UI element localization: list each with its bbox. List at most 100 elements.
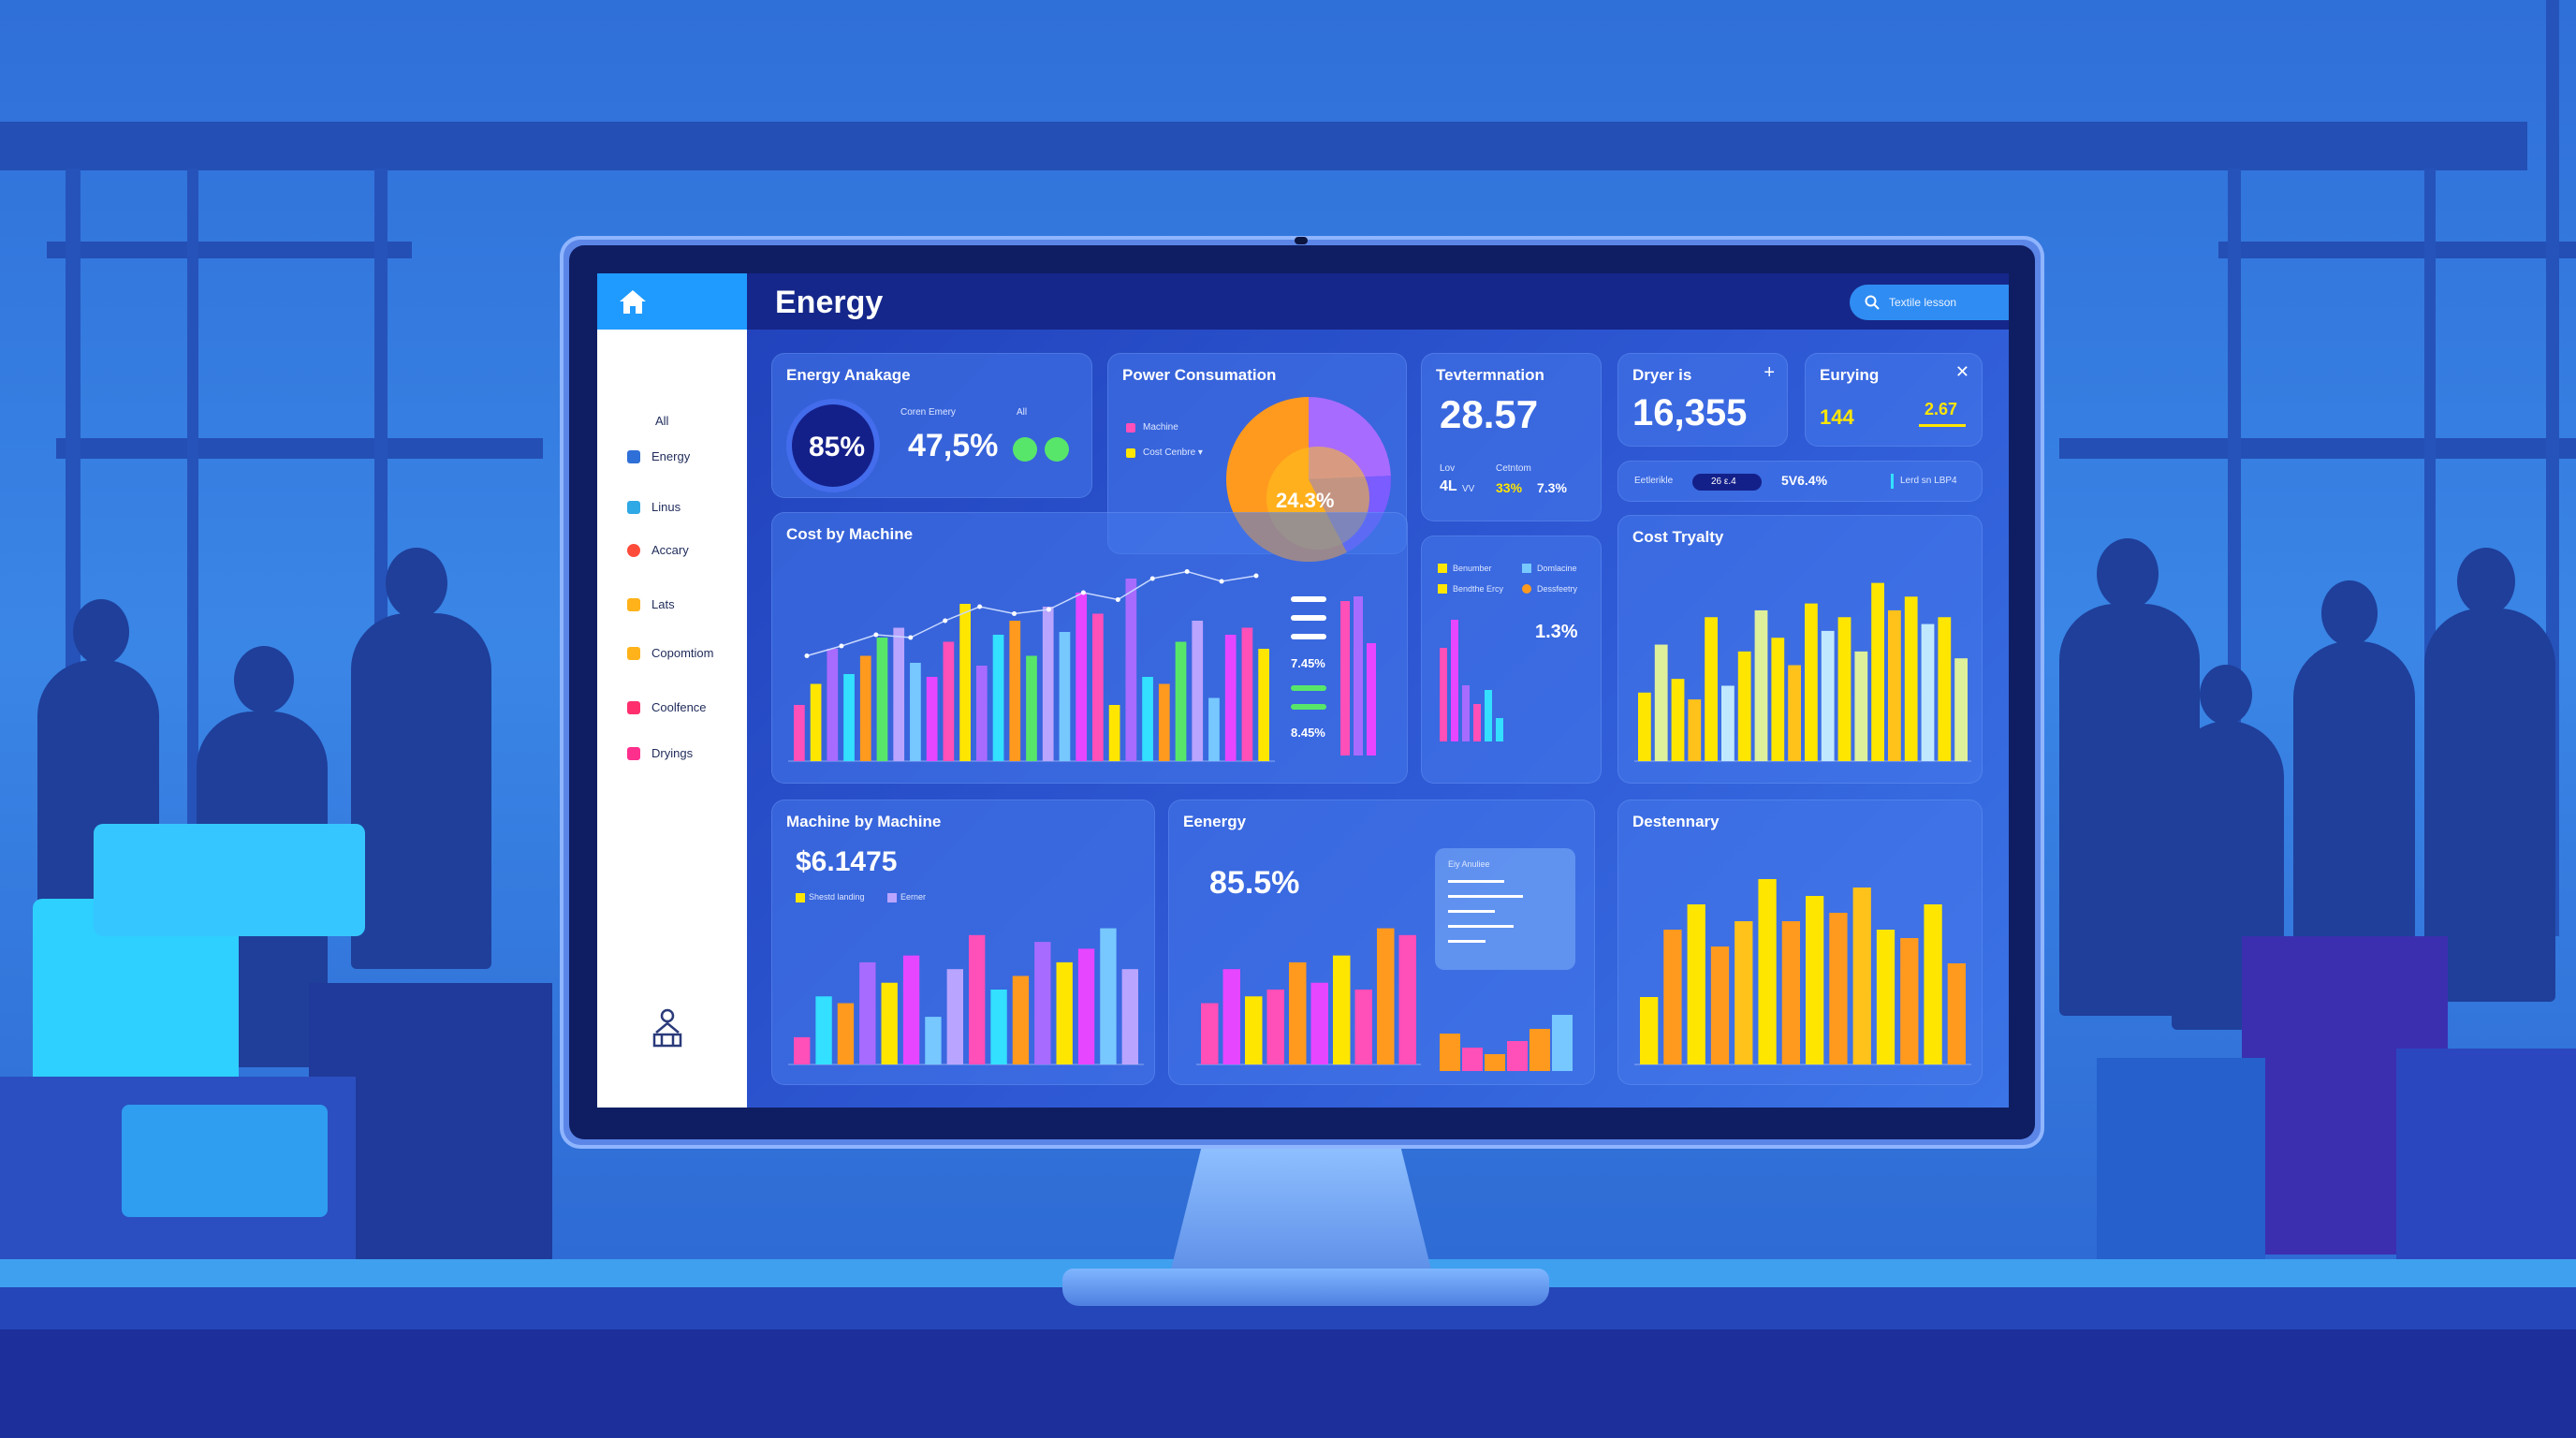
chart-bar bbox=[1829, 913, 1848, 1064]
mini-bar bbox=[1496, 718, 1503, 741]
list-line bbox=[1291, 685, 1326, 691]
mini-stats-card[interactable]: Benumber Domlacine Bendthe Ercy Dessfeet… bbox=[1421, 536, 1602, 784]
chart-bar bbox=[1121, 969, 1138, 1064]
chart-bar bbox=[1201, 1003, 1219, 1064]
sidebar-item-all[interactable]: All bbox=[655, 414, 668, 428]
person-silhouette-head bbox=[234, 646, 294, 713]
metric-value: 1.3% bbox=[1535, 622, 1578, 642]
side-bar bbox=[1340, 601, 1350, 756]
chart-bar bbox=[1938, 617, 1952, 761]
legend-swatch bbox=[1126, 423, 1135, 433]
list-line bbox=[1291, 615, 1326, 621]
line-point bbox=[804, 653, 810, 658]
destinary-card[interactable]: Destennary bbox=[1617, 800, 1983, 1085]
chart-bar bbox=[1734, 921, 1753, 1064]
chart-bar bbox=[1721, 685, 1734, 761]
sidebar-item-accary[interactable]: Accary bbox=[627, 543, 689, 557]
chart-bar bbox=[794, 1036, 811, 1064]
chart-bar bbox=[1059, 632, 1071, 761]
sidebar-item-copomtiom[interactable]: Copomtiom bbox=[627, 646, 713, 660]
chart-bar bbox=[837, 1003, 855, 1064]
sidebar-item-energy[interactable]: Energy bbox=[627, 449, 690, 463]
card-title: Dryer is bbox=[1632, 366, 1692, 384]
legend-swatch bbox=[796, 893, 805, 902]
add-icon[interactable]: + bbox=[1764, 362, 1775, 383]
chart-bar bbox=[1377, 928, 1395, 1064]
home-icon[interactable] bbox=[618, 287, 648, 315]
mini-bar bbox=[1440, 648, 1447, 741]
tag-label: All bbox=[1017, 407, 1028, 418]
line-point bbox=[1219, 579, 1224, 584]
people-icon[interactable] bbox=[649, 1008, 686, 1056]
search-placeholder: Textile lesson bbox=[1889, 296, 1957, 309]
row-value: 33% bbox=[1496, 480, 1523, 495]
sidebar-item-coolfence[interactable]: Coolfence bbox=[627, 700, 707, 714]
sidebar-item-linus[interactable]: Linus bbox=[627, 500, 681, 514]
mini-bar bbox=[1451, 620, 1458, 741]
row-value: 4L bbox=[1440, 478, 1457, 494]
sidebar-item-dryings[interactable]: Dryings bbox=[627, 746, 693, 760]
person-silhouette-head bbox=[2200, 665, 2252, 725]
chart-bar bbox=[1900, 938, 1919, 1064]
ceiling-beam bbox=[2218, 242, 2576, 258]
row-label: Cetntom bbox=[1496, 463, 1531, 474]
chart-bar bbox=[1876, 930, 1895, 1064]
chart-bar bbox=[946, 969, 963, 1064]
search-input[interactable]: Textile lesson bbox=[1850, 285, 2009, 320]
legend-label: Benumber bbox=[1453, 564, 1492, 573]
sidebar-item-lats[interactable]: Lats bbox=[627, 597, 675, 611]
machine-block bbox=[2097, 1058, 2265, 1264]
chart-bar bbox=[1705, 617, 1718, 761]
sidebar: All Energy Linus Accary Lats bbox=[597, 273, 747, 1108]
machine-by-machine-card[interactable]: Machine by Machine $6.1475 Shestd landin… bbox=[771, 800, 1155, 1085]
card-title: Eurying bbox=[1820, 366, 1880, 384]
chart-bar bbox=[1671, 679, 1685, 761]
chart-bar bbox=[1100, 928, 1117, 1064]
block-bar bbox=[1530, 1029, 1550, 1071]
chart-bar bbox=[859, 655, 871, 761]
chart-bar bbox=[902, 955, 920, 1064]
legend-label: Shestd landing bbox=[809, 892, 865, 902]
legend-label: Cost Cenbre ▾ bbox=[1143, 448, 1203, 458]
sidebar-item-label: Linus bbox=[651, 500, 681, 514]
strip-label: Eetlerikle bbox=[1634, 476, 1674, 486]
rail-beam bbox=[2059, 438, 2576, 459]
cost-trend-chart bbox=[1634, 582, 1971, 762]
metric-value: $6.1475 bbox=[796, 846, 898, 877]
chart-bar bbox=[992, 635, 1004, 761]
close-icon[interactable]: ✕ bbox=[1954, 362, 1969, 381]
chart-bar bbox=[1888, 609, 1901, 761]
dryer-card[interactable]: Dryer is + 16,355 bbox=[1617, 353, 1788, 447]
chart-bar bbox=[1710, 946, 1730, 1064]
legend-label: Eerner bbox=[900, 892, 927, 902]
chart-bar bbox=[925, 1017, 942, 1064]
panel-line bbox=[1448, 880, 1504, 883]
summary-strip[interactable]: Eetlerikle 26 ε.4 5V6.4% Lerd sn LBP4 bbox=[1617, 461, 1983, 502]
earying-card[interactable]: Eurying ✕ 144 2.67 bbox=[1805, 353, 1983, 447]
chart-bar bbox=[1208, 697, 1220, 761]
person-silhouette bbox=[351, 613, 491, 969]
energy-analysis-card[interactable]: Energy Anakage 85% Coren Emery 47,5% All bbox=[771, 353, 1092, 498]
chart-bar bbox=[1333, 955, 1351, 1064]
gauge-value: 85% bbox=[809, 432, 866, 462]
card-title: Tevtermnation bbox=[1436, 366, 1544, 384]
list-line bbox=[1291, 634, 1326, 639]
chart-bar bbox=[1012, 976, 1030, 1064]
chart-bar bbox=[1026, 655, 1037, 761]
chart-bar bbox=[1077, 948, 1095, 1064]
chart-bar bbox=[1871, 582, 1884, 761]
line-point bbox=[908, 635, 914, 640]
chart-bar bbox=[1754, 609, 1768, 761]
energy-value: 47,5% bbox=[908, 428, 999, 463]
chart-bar bbox=[1806, 896, 1824, 1064]
energy-card[interactable]: Eenergy 85.5% Eiy Anuliee bbox=[1168, 800, 1595, 1085]
tevtermnation-card[interactable]: Tevtermnation 28.57 Lov Cetntom 4L VV 33… bbox=[1421, 353, 1602, 521]
cost-trend-card[interactable]: Cost Tryalty bbox=[1617, 515, 1983, 784]
strip-pill bbox=[1692, 474, 1762, 491]
line-point bbox=[839, 643, 844, 649]
chart-bar bbox=[876, 638, 888, 761]
chart-bar bbox=[1241, 627, 1253, 761]
chart-bar bbox=[1108, 705, 1120, 761]
cost-by-machine-card[interactable]: Cost by Machine 7.45% 8.45% bbox=[771, 512, 1408, 784]
sidebar-header bbox=[597, 273, 747, 330]
